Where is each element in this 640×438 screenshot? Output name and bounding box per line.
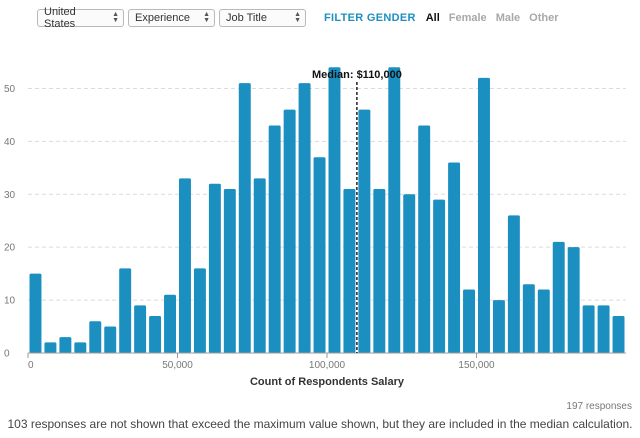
histogram-bar[interactable] [268, 125, 281, 353]
histogram-bar[interactable] [418, 125, 431, 353]
histogram-bar[interactable] [44, 342, 57, 353]
grid-lines [28, 87, 626, 301]
x-tick-label: 0 [28, 360, 34, 371]
experience-select[interactable]: Experience ▲ ▼ [128, 9, 215, 27]
histogram-bar[interactable] [358, 109, 371, 353]
x-axis-label: Count of Respondents Salary [250, 376, 405, 388]
footnote: 103 responses are not shown that exceed … [7, 417, 633, 431]
median-label: Median: $110,000 [312, 69, 402, 81]
histogram-bar[interactable] [193, 268, 206, 353]
histogram-bar[interactable] [343, 188, 356, 353]
histogram-bar[interactable] [388, 67, 401, 354]
histogram-bar[interactable] [238, 83, 251, 353]
histogram-bar[interactable] [313, 157, 326, 353]
y-tick-label: 10 [4, 296, 16, 307]
responses-count: 197 responses [566, 401, 632, 412]
histogram-bar[interactable] [59, 337, 72, 353]
select-arrows-icon: ▲ ▼ [203, 11, 210, 24]
histogram-bar[interactable] [253, 178, 266, 353]
gender-option-all[interactable]: All [425, 12, 440, 24]
bars [29, 67, 625, 354]
histogram-bar[interactable] [477, 77, 490, 353]
histogram-bar[interactable] [612, 315, 625, 353]
filter-bar: United States ▲ ▼ Experience ▲ ▼ Job Title… [37, 6, 568, 30]
histogram-bar[interactable] [373, 188, 386, 353]
histogram-bar[interactable] [552, 241, 565, 353]
gender-option-female[interactable]: Female [448, 12, 487, 24]
y-tick-label: 50 [4, 84, 16, 95]
y-tick-label: 40 [4, 137, 16, 148]
experience-select-value: Experience [135, 12, 191, 24]
histogram-bar[interactable] [492, 300, 505, 353]
histogram-bar[interactable] [178, 178, 191, 353]
histogram-bar[interactable] [597, 305, 610, 353]
histogram-bar[interactable] [89, 321, 102, 353]
salary-histogram: 0 10 20 30 40 50 0 50,000 100,000 150,000 Median:… [4, 67, 626, 388]
gender-option-other[interactable]: Other [529, 12, 559, 24]
gender-filter-title: FILTER GENDER [324, 12, 416, 24]
country-select[interactable]: United States ▲ ▼ [37, 6, 124, 30]
histogram-bar[interactable] [507, 215, 520, 353]
histogram-bar[interactable] [537, 289, 550, 353]
histogram-bar[interactable] [74, 342, 87, 353]
histogram-bar[interactable] [582, 305, 595, 353]
select-arrows-icon: ▲ ▼ [294, 11, 301, 24]
axes: 0 10 20 30 40 50 0 50,000 100,000 150,000 [4, 84, 626, 371]
histogram-bar[interactable] [522, 284, 535, 353]
gender-filter: FILTER GENDER All Female Male Other [324, 12, 568, 24]
y-tick-label: 0 [4, 349, 10, 360]
country-select-value: United States [44, 6, 76, 30]
histogram-bar[interactable] [283, 109, 296, 353]
histogram-bar[interactable] [403, 194, 416, 353]
histogram-bar[interactable] [119, 268, 132, 353]
histogram-bar[interactable] [567, 247, 580, 353]
histogram-bar[interactable] [29, 273, 42, 353]
histogram-bar[interactable] [164, 294, 177, 353]
gender-option-male[interactable]: Male [495, 12, 521, 24]
histogram-bar[interactable] [433, 199, 446, 353]
job-title-select-value: Job Title [226, 12, 267, 24]
x-tick-label: 150,000 [458, 360, 495, 371]
histogram-bar[interactable] [298, 83, 311, 353]
x-tick-label: 50,000 [162, 360, 193, 371]
histogram-bar[interactable] [134, 305, 147, 353]
histogram-bar[interactable] [328, 67, 341, 354]
x-tick-label: 100,000 [309, 360, 346, 371]
select-arrows-icon: ▲ ▼ [112, 11, 119, 24]
histogram-bar[interactable] [149, 315, 162, 353]
histogram-bar[interactable] [448, 162, 461, 353]
job-title-select[interactable]: Job Title ▲ ▼ [219, 9, 306, 27]
histogram-bar[interactable] [208, 183, 221, 353]
y-tick-label: 20 [4, 243, 16, 254]
y-tick-label: 30 [4, 190, 16, 201]
histogram-bar[interactable] [104, 326, 117, 353]
histogram-bar[interactable] [463, 289, 476, 353]
histogram-bar[interactable] [223, 188, 236, 353]
